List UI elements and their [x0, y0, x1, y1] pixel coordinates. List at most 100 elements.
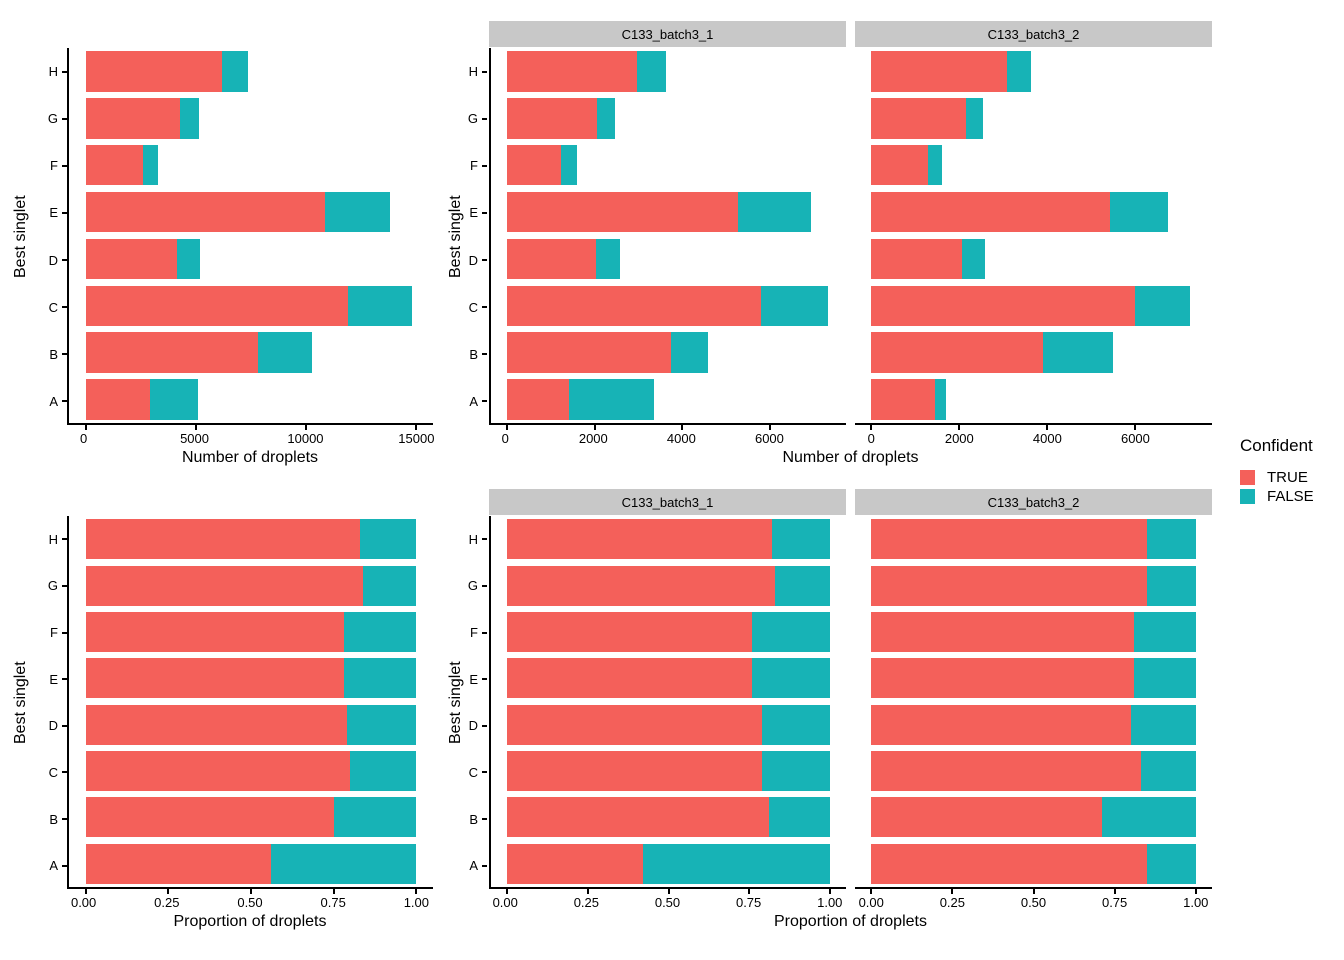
bar-row-C — [69, 748, 433, 794]
x-tick-label: 0 — [867, 431, 875, 446]
x-tick-mark — [250, 889, 252, 894]
x-tick-label: 0.25 — [154, 895, 180, 910]
y-tick-G: G — [20, 95, 67, 142]
legend-title: Confident — [1240, 436, 1313, 455]
stacked-bar-H — [85, 519, 417, 560]
bar-row-E — [491, 189, 846, 236]
x-tick-label: 0.75 — [1101, 895, 1128, 910]
bar-segment-true — [507, 704, 763, 745]
bar-segment-true — [85, 565, 364, 606]
bar-segment-false — [1109, 191, 1168, 233]
bar-segment-true — [507, 332, 671, 373]
facet-strip-batch3-1: C133_batch3_1 — [489, 489, 846, 515]
y-tick-label: A — [469, 393, 478, 409]
bar-segment-false — [560, 144, 578, 186]
y-tick-mark — [482, 771, 487, 774]
bar-segment-true — [85, 611, 344, 652]
stacked-bar-A — [871, 843, 1196, 884]
bar-segment-false — [333, 797, 417, 838]
bar-segment-false — [1134, 611, 1196, 652]
y-tick-D: D — [447, 703, 487, 750]
y-tick-label: E — [469, 205, 478, 221]
x-axis-tick-labels: 0.00 0.25 0.50 0.75 1.00 — [855, 895, 1212, 911]
y-tick-label: G — [47, 111, 58, 127]
bar-segment-false — [762, 751, 830, 792]
x-tick-mark — [1134, 425, 1137, 430]
bar-row-F — [491, 142, 846, 189]
y-tick-mark — [62, 164, 67, 167]
y-tick-mark — [62, 724, 67, 727]
bar-segment-false — [350, 751, 417, 792]
y-tick-mark — [482, 117, 487, 120]
y-axis-tick-labels: H G F E D C B A — [447, 516, 487, 889]
y-tick-mark — [62, 678, 67, 681]
x-axis-tick-labels: 0.00 0.25 0.50 0.75 1.00 — [489, 895, 846, 911]
bar-segment-true — [507, 238, 597, 280]
y-tick-mark — [62, 818, 67, 821]
y-tick-label: F — [470, 625, 478, 641]
bar-segment-false — [1134, 658, 1196, 699]
y-tick-label: C — [48, 299, 58, 315]
stacked-bar-D — [85, 238, 201, 280]
bar-segment-false — [142, 144, 159, 186]
x-tick-mark — [194, 425, 197, 430]
y-tick-label: D — [48, 252, 58, 268]
x-tick-mark — [1194, 889, 1197, 894]
stacked-bar-G — [85, 565, 417, 606]
plot-panel — [67, 48, 433, 430]
bar-row-G — [855, 562, 1212, 608]
y-tick-mark — [62, 538, 67, 541]
stacked-bar-H — [507, 51, 667, 92]
y-tick-label: H — [48, 64, 58, 80]
bar-segment-true — [871, 519, 1148, 560]
legend-label-false: FALSE — [1267, 488, 1314, 505]
bar-row-F — [855, 609, 1212, 655]
x-tick-mark — [415, 425, 418, 430]
y-axis-tick-labels: H G F E D C B A — [447, 48, 487, 425]
bar-segment-true — [85, 751, 351, 792]
y-tick-mark — [62, 584, 67, 587]
stacked-bar-A — [507, 379, 655, 420]
bar-segment-false — [642, 843, 830, 884]
plot-panel-batch3-2 — [855, 516, 1212, 894]
x-tick-label: 2000 — [944, 431, 974, 446]
legend-label-true: TRUE — [1267, 469, 1308, 486]
x-tick-mark — [84, 889, 87, 894]
y-tick-C: C — [447, 749, 487, 796]
x-tick-label: 0.50 — [237, 895, 263, 910]
stacked-bar-B — [507, 332, 709, 373]
x-tick-mark — [667, 889, 670, 894]
x-tick-mark — [870, 425, 873, 430]
y-tick-mark — [482, 400, 487, 403]
bar-row-F — [69, 609, 433, 655]
y-tick-E: E — [447, 189, 487, 236]
x-tick-label: 0 — [80, 431, 88, 446]
bar-row-F — [491, 609, 846, 655]
bar-segment-false — [1147, 843, 1196, 884]
stacked-bar-D — [85, 704, 417, 745]
y-tick-B: B — [447, 331, 487, 378]
y-tick-mark — [482, 678, 487, 681]
bar-segment-true — [871, 191, 1110, 233]
stacked-bar-H — [871, 51, 1032, 92]
bar-segment-false — [636, 51, 667, 92]
bar-segment-true — [507, 611, 753, 652]
x-tick-mark — [748, 889, 751, 894]
y-tick-label: C — [48, 764, 58, 780]
bar-row-C — [855, 282, 1212, 329]
x-tick-label: 6000 — [754, 431, 784, 446]
bar-row-G — [491, 562, 846, 608]
stacked-bar-A — [85, 843, 417, 884]
legend-confident: Confident TRUE FALSE — [1240, 436, 1344, 506]
bar-row-D — [69, 702, 433, 748]
y-tick-mark — [62, 306, 67, 309]
bar-segment-true — [871, 658, 1135, 699]
x-tick-label: 1.00 — [817, 895, 843, 910]
bar-segment-true — [85, 144, 143, 186]
x-tick-mark — [167, 889, 170, 894]
x-tick-mark — [681, 425, 684, 430]
y-tick-label: A — [49, 858, 58, 874]
x-tick-mark — [768, 425, 771, 430]
stacked-bar-G — [871, 98, 984, 139]
